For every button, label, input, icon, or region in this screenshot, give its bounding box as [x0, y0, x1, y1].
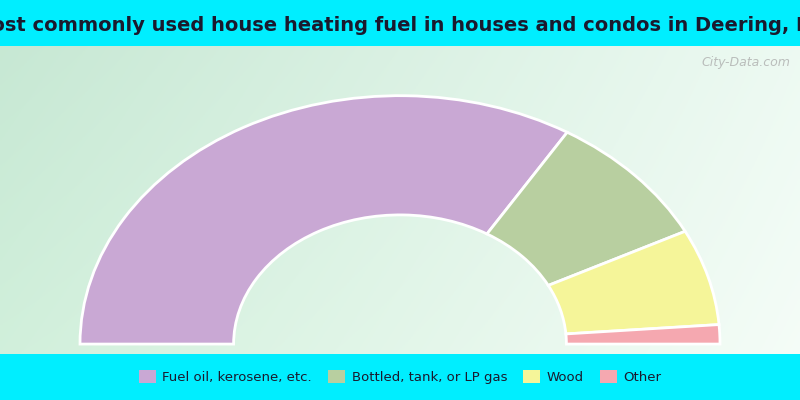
- Wedge shape: [487, 132, 685, 286]
- Wedge shape: [80, 96, 567, 344]
- Text: Most commonly used house heating fuel in houses and condos in Deering, NH: Most commonly used house heating fuel in…: [0, 16, 800, 35]
- Wedge shape: [566, 324, 720, 344]
- Wedge shape: [548, 231, 719, 334]
- Text: City-Data.com: City-Data.com: [702, 56, 790, 69]
- Legend: Fuel oil, kerosene, etc., Bottled, tank, or LP gas, Wood, Other: Fuel oil, kerosene, etc., Bottled, tank,…: [134, 365, 666, 389]
